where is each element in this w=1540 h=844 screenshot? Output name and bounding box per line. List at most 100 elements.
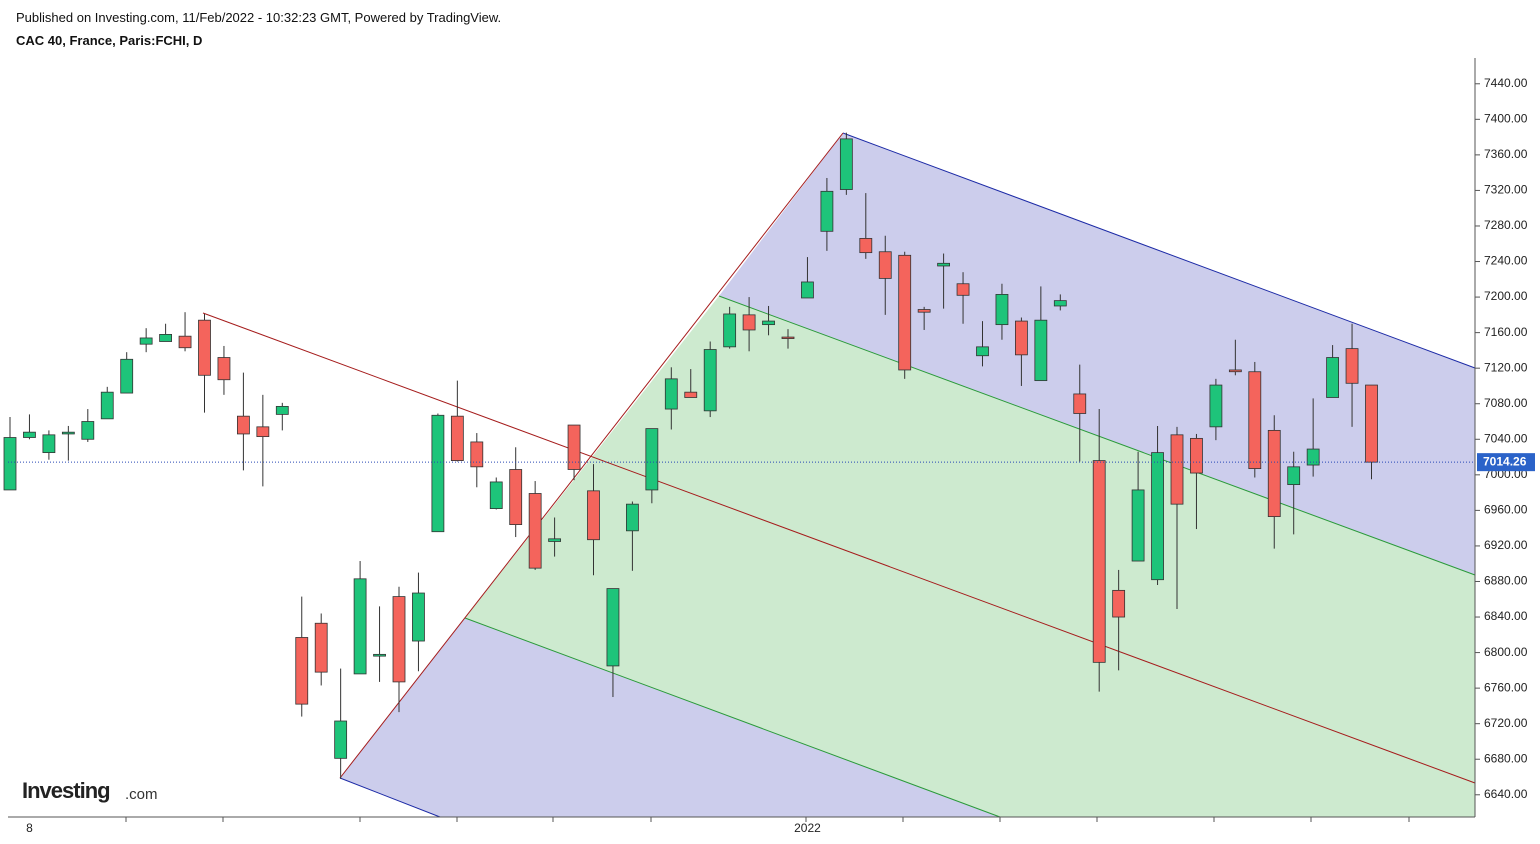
last-price-label: 7014.26 [1483,454,1527,468]
y-tick-label: 7440.00 [1484,76,1528,90]
y-tick-label: 7240.00 [1484,254,1528,268]
candle-body [1326,357,1339,398]
candle-body [1267,429,1281,517]
y-tick-label: 6880.00 [1484,574,1528,588]
fork-zone [719,133,1475,575]
candle-body [1228,369,1242,373]
candle-body [392,596,406,683]
candle-body [100,391,114,420]
candle-body [1345,348,1359,384]
published-line: Published on Investing.com, 11/Feb/2022 … [16,10,502,25]
x-tick-label: 8 [26,821,33,835]
y-tick-label: 7160.00 [1484,325,1528,339]
candle-body [353,578,367,675]
candle-body [1151,452,1164,581]
y-tick-label: 6840.00 [1484,609,1528,623]
y-tick-label: 7360.00 [1484,147,1528,161]
candle-body [1092,460,1106,663]
candle-body [42,434,56,454]
candle-body [839,138,853,190]
candle-body [1190,437,1203,474]
median-line [202,312,1476,784]
fork-zone [340,618,1000,817]
candle-body [606,588,620,667]
logo: Investing [22,778,110,803]
fork-line [339,777,441,818]
candle-body [314,622,328,673]
candle-body [159,334,173,342]
candle-body [1306,448,1320,466]
candle-body [1015,320,1028,356]
fork-zone [465,296,1475,817]
candle-body [528,493,542,569]
candle-body [81,421,95,440]
candle-body [567,424,581,470]
candle-body [626,503,639,532]
candle-body [236,415,250,435]
candle-body [431,414,445,533]
y-tick-label: 7400.00 [1484,111,1528,125]
candle-body [587,490,600,541]
candle-body [1053,300,1067,307]
fork-line [339,132,844,779]
candle-body [1073,393,1087,414]
candle-body [1365,384,1378,463]
candle-body [256,426,270,438]
pitchfork [202,132,1476,818]
y-tick-label: 6680.00 [1484,751,1528,765]
last-price-box [1477,453,1535,472]
fork-line [464,617,1001,818]
y-tick-label: 7200.00 [1484,289,1528,303]
fork-line [842,132,1476,369]
candle-body [139,337,153,345]
candle-body [3,437,17,491]
candle-body [723,313,737,348]
y-tick-label: 7080.00 [1484,396,1528,410]
candle-body [23,431,36,438]
candle-body [976,346,989,357]
y-tick-label: 6920.00 [1484,538,1528,552]
candle-body [820,190,834,232]
candle-body [509,469,523,525]
candle-body [1209,384,1223,428]
y-tick-label: 6960.00 [1484,503,1528,517]
candle-body [198,319,211,376]
candle-body [801,281,814,299]
candle-body [450,415,464,462]
candle-body [917,309,931,313]
candle-body [1170,434,1184,505]
candle-body [898,254,912,371]
candle-body [762,320,775,326]
candle-body [995,294,1009,326]
candle-body [334,720,348,759]
candle-body [373,653,386,657]
candle-body [1034,319,1048,382]
candle-body [275,405,289,415]
candle-body [1287,466,1301,486]
candle-body [937,262,950,267]
candle-body [703,349,717,412]
candle-body [217,357,231,381]
chart-title: CAC 40, France, Paris:FCHI, D [16,33,203,48]
candle-body [1131,489,1145,562]
y-tick-label: 7040.00 [1484,431,1528,445]
candle-body [1248,371,1262,470]
candle-body [645,428,659,491]
logo-suffix: .com [125,786,158,803]
candle-body [548,538,561,542]
candle-body [470,441,484,468]
candle-body [412,592,425,642]
y-tick-label: 7280.00 [1484,218,1528,232]
candle-body [956,283,970,296]
candle-body [489,481,503,510]
candle-body [61,431,75,435]
candle-body [178,335,192,349]
y-tick-label: 6640.00 [1484,787,1528,801]
y-tick-label: 7120.00 [1484,360,1528,374]
candle-body [878,251,892,279]
y-tick-label: 7320.00 [1484,183,1528,197]
candle-body [1112,589,1126,618]
candle-body [120,358,134,394]
